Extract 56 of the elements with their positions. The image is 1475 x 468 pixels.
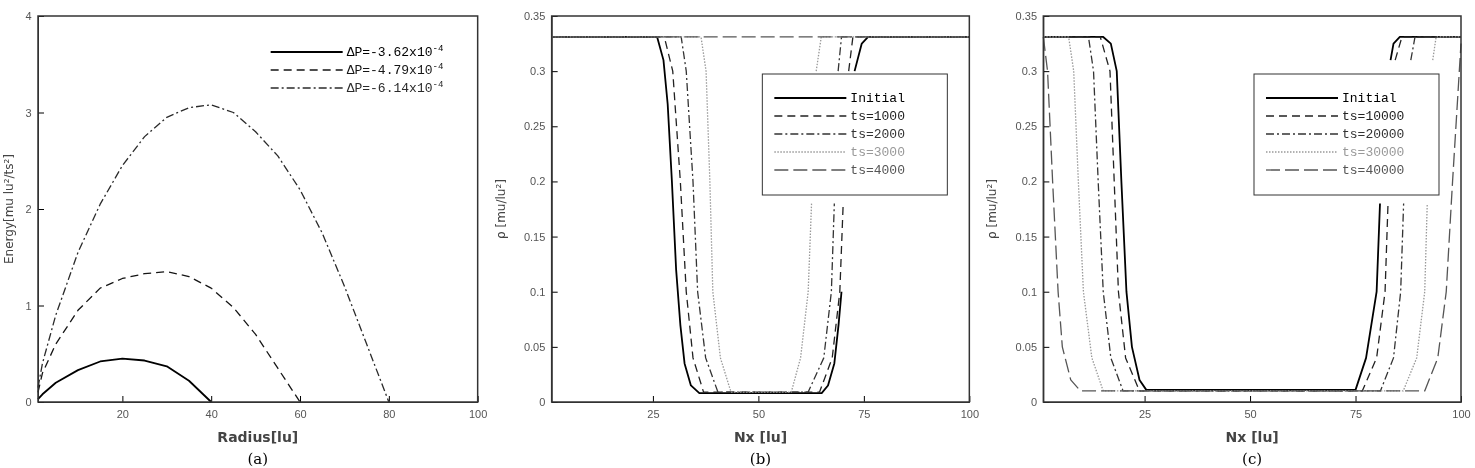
x-tick-label: 60 [294, 408, 307, 421]
text: ΔP=-3.62x10$^{-4}$ [346, 42, 444, 60]
x-tick-label: 100 [468, 408, 488, 421]
y-tick-label: 0.25 [1015, 120, 1038, 133]
y-tick-label: 4 [25, 10, 32, 23]
y-tick-label: 0.35 [1015, 10, 1038, 23]
y-tick-label: 0.2 [1021, 175, 1038, 188]
x-tick-label: 75 [1349, 408, 1363, 421]
y-tick-label: 0.2 [530, 175, 546, 188]
x-tick-label: 25 [1138, 408, 1152, 421]
x-axis-title: Radius[lu] [217, 429, 299, 445]
y-tick-label: 0.15 [523, 230, 546, 243]
text: ts=1000 [850, 109, 905, 124]
text: ts=3000 [850, 145, 905, 160]
x-tick-label: 40 [205, 408, 218, 421]
x-axis-title: Nx [lu] [733, 429, 788, 445]
text: ΔP=-4.79x10$^{-4}$ [346, 60, 444, 78]
x-axis-title: Nx [lu] [1225, 429, 1279, 445]
y-tick-label: 0.3 [530, 65, 546, 78]
x-tick-label: 25 [647, 408, 660, 421]
text: (c) [1242, 450, 1263, 468]
text: Initial [1342, 91, 1397, 106]
y-axis-title: ρ [mu/lu²] [493, 179, 508, 239]
text: ts=20000 [1342, 127, 1405, 142]
text: ts=30000 [1342, 145, 1405, 160]
y-tick-label: 0.3 [1021, 65, 1038, 78]
x-tick-label: 100 [960, 408, 980, 421]
text: ts=10000 [1342, 109, 1405, 124]
y-tick-label: 0 [25, 396, 32, 409]
y-tick-label: 0.1 [530, 285, 546, 298]
x-tick-label: 20 [116, 408, 130, 421]
text: ΔP=-6.14x10$^{-4}$ [346, 78, 444, 96]
text: ts=4000 [850, 163, 905, 178]
text: ts=40000 [1342, 163, 1405, 178]
text: (a) [247, 450, 269, 468]
y-tick-label: 0.1 [1021, 285, 1038, 298]
y-tick-label: 0.05 [523, 340, 546, 353]
y-tick-label: 0.15 [1015, 230, 1038, 243]
x-tick-label: 100 [1452, 408, 1471, 421]
y-axis-title: Energy[mu lu²/ts²] [2, 153, 16, 265]
y-tick-label: 0 [1030, 396, 1038, 409]
text: (b) [749, 450, 772, 468]
x-tick-label: 80 [383, 408, 396, 421]
y-tick-label: 3 [25, 106, 32, 119]
x-tick-label: 50 [1244, 408, 1257, 421]
x-tick-label: 75 [858, 408, 871, 421]
y-tick-label: 0.05 [1015, 340, 1038, 353]
series-label: Initial [850, 91, 906, 106]
y-tick-label: 2 [25, 203, 32, 216]
y-tick-label: 0 [539, 396, 546, 409]
text: ts=2000 [850, 127, 905, 142]
y-tick-label: 0.35 [523, 10, 546, 23]
y-axis-title: ρ [mu/lu²] [985, 179, 1000, 239]
x-tick-label: 50 [752, 408, 766, 421]
y-tick-label: 0.25 [523, 120, 546, 133]
y-tick-label: 1 [25, 299, 32, 312]
